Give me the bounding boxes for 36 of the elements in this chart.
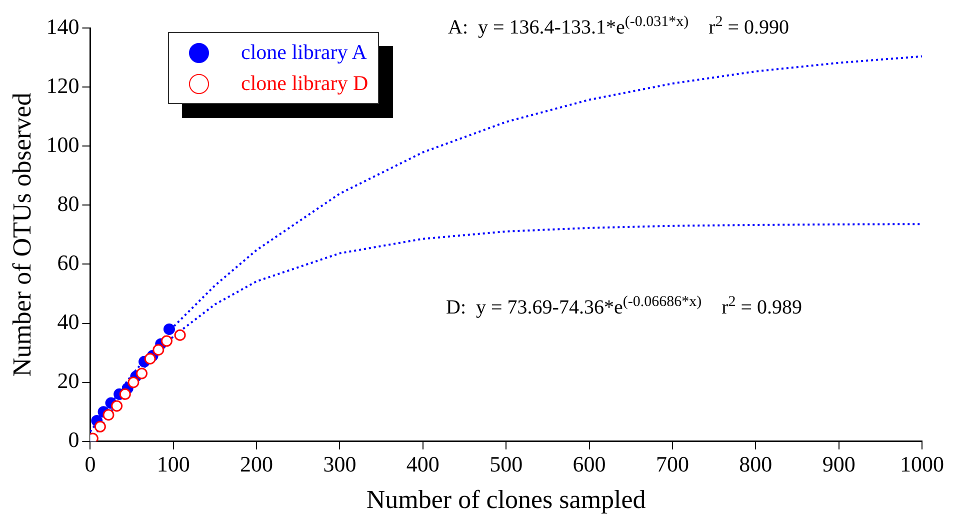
text: A: y = 136.4-133.1*e$^{(-0.031*x)}$ r$^{2}$ = 0.990 [448,14,790,39]
y-tick-label: 100 [46,132,80,157]
point [160,335,172,347]
x-axis-title: Number of clones sampled [366,485,646,514]
point [136,368,148,380]
point [119,388,131,400]
point [152,344,164,356]
point [102,409,114,421]
y-tick-label: 20 [57,368,80,394]
point [128,376,140,388]
text: D: y = 73.69-74.36*e$^{(-0.06686*x)}$ r$^{2}$ = 0.989 [446,294,802,319]
point [144,352,156,364]
x-tick-label: 300 [323,451,356,476]
x-tick-label: 1000 [900,451,944,476]
y-axis-title: Number of OTUs observed [7,92,36,377]
y-tick-label: 120 [46,72,80,98]
y-tick-label: 40 [57,309,80,334]
point [174,329,186,341]
x-tick-label: 200 [240,451,274,476]
x-tick-label: 600 [572,451,606,476]
x-tick-label: 500 [490,451,523,476]
point [94,420,106,432]
x-tick-label: 100 [156,451,190,476]
x-tick-label: 700 [656,451,689,476]
legend-label: clone library D [241,71,368,96]
y-tick-label: 60 [57,250,80,276]
x-tick-label: 400 [406,451,440,476]
y-tick-label: 80 [57,190,80,216]
x-tick-label: 800 [739,451,772,476]
x-tick-label: 0 [84,451,96,476]
y-tick-label: 140 [46,14,80,39]
y-tick-label: 0 [68,427,80,452]
x-tick-label: 900 [822,451,856,476]
point [111,400,123,412]
legend-label: clone library A [241,40,367,65]
point [163,323,175,335]
